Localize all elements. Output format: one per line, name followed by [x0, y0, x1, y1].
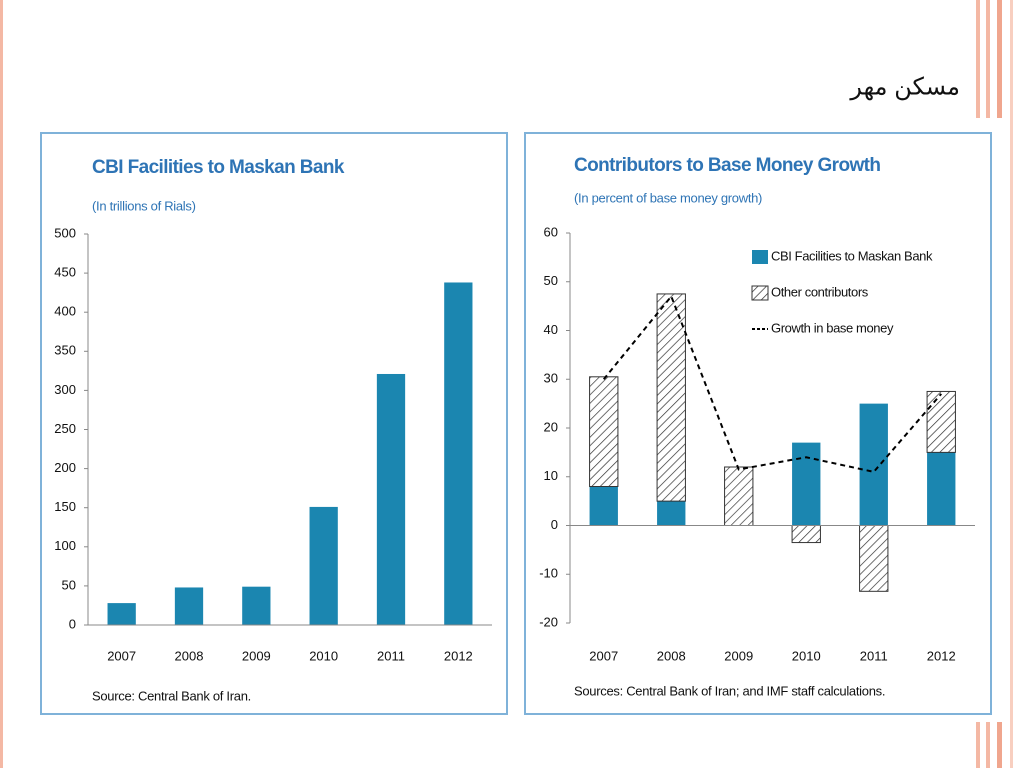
x-tick-label: 2012	[927, 648, 956, 663]
bar-segment	[589, 376, 619, 487]
chart-frame	[40, 132, 508, 715]
bar	[444, 282, 473, 625]
x-tick-label: 2007	[107, 648, 136, 663]
y-tick-label: -10	[539, 566, 558, 581]
bar-segment	[724, 466, 754, 526]
right-stripes	[976, 0, 1013, 768]
bar-segment	[859, 403, 888, 526]
x-tick-label: 2008	[657, 648, 686, 663]
legend-swatch	[752, 250, 768, 264]
y-tick-label: -20	[539, 614, 558, 629]
chart-source: Source: Central Bank of Iran.	[92, 688, 251, 703]
y-tick-label: 10	[544, 468, 558, 483]
x-tick-label: 2011	[860, 648, 888, 663]
bar-segment	[927, 452, 956, 526]
y-tick-label: 50	[62, 577, 76, 592]
y-tick-label: 40	[544, 322, 558, 337]
x-tick-label: 2007	[589, 648, 618, 663]
bar-segment	[792, 442, 821, 526]
y-tick-label: 200	[54, 460, 76, 475]
bar	[242, 586, 271, 625]
x-tick-label: 2012	[444, 648, 473, 663]
bar	[174, 587, 204, 625]
bar-segment	[859, 525, 889, 592]
y-tick-label: 100	[54, 538, 76, 553]
y-tick-label: 350	[54, 343, 76, 358]
y-tick-label: 20	[544, 419, 558, 434]
legend-swatch	[751, 285, 769, 301]
line	[602, 294, 943, 473]
x-tick-label: 2008	[175, 648, 204, 663]
y-tick-label: 30	[544, 371, 558, 386]
bar	[376, 373, 406, 625]
left-border	[0, 0, 3, 768]
y-tick-label: 150	[54, 499, 76, 514]
legend-label: Other contributors	[771, 284, 869, 299]
bar-segment	[926, 390, 956, 453]
chart-frame	[524, 132, 992, 715]
bar-segment	[657, 501, 686, 526]
y-tick-label: 450	[54, 265, 76, 280]
legend-label: CBI Facilities to Maskan Bank	[771, 248, 933, 263]
chart-title: CBI Facilities to Maskan Bank	[92, 157, 345, 178]
chart-subtitle: (In percent of base money growth)	[574, 190, 762, 205]
y-tick-label: 400	[54, 304, 76, 319]
x-tick-label: 2010	[792, 648, 821, 663]
y-tick-label: 0	[69, 616, 76, 631]
bar-segment	[791, 525, 821, 544]
bar	[107, 603, 136, 625]
y-tick-label: 300	[54, 382, 76, 397]
slide-title: مسکن مهر	[849, 73, 960, 100]
x-tick-label: 2010	[309, 648, 338, 663]
y-tick-label: 60	[544, 224, 558, 239]
bar	[309, 506, 338, 625]
x-tick-label: 2009	[242, 648, 271, 663]
bar-segment	[589, 486, 618, 526]
chart-subtitle: (In trillions of Rials)	[92, 198, 196, 213]
y-tick-label: 50	[544, 273, 558, 288]
x-tick-label: 2009	[724, 648, 753, 663]
x-tick-label: 2011	[377, 648, 405, 663]
legend-label: Growth in base money	[771, 320, 894, 335]
y-tick-label: 0	[551, 517, 558, 532]
bar-segment	[656, 293, 686, 502]
chart-source: Sources: Central Bank of Iran; and IMF s…	[574, 683, 885, 698]
chart-title: Contributors to Base Money Growth	[574, 155, 880, 176]
y-tick-label: 500	[54, 225, 76, 240]
y-tick-label: 250	[54, 421, 76, 436]
